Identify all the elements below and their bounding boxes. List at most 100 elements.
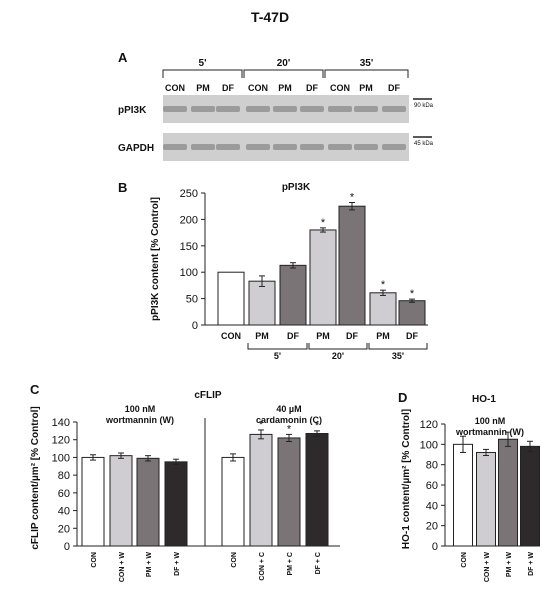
bar <box>221 456 245 547</box>
x-tick-label: DF + W <box>174 552 181 576</box>
time-bracket <box>162 69 243 78</box>
group-label: 35' <box>392 351 404 361</box>
group-bracket <box>247 343 308 350</box>
panel-d-label: D <box>398 390 407 405</box>
treatment-label: wortmannin (W) <box>455 427 524 437</box>
lane-label: DF <box>222 83 234 93</box>
panel-b-label: B <box>118 180 127 195</box>
y-axis-label: cFLIP content/µm² [% Control] <box>30 406 41 549</box>
x-tick-label: PM + W <box>506 552 513 577</box>
y-axis-label: pPI3K content [% Control] <box>150 197 161 321</box>
marker-label: 45 kDa <box>414 141 434 147</box>
bar <box>309 229 337 326</box>
blot-band <box>300 144 324 150</box>
lane-label: PM <box>196 83 210 93</box>
lane-label: PM <box>278 83 292 93</box>
time-group-label: 35' <box>360 58 374 69</box>
marker-label: 90 kDa <box>414 103 434 109</box>
treatment-label: cardamonin (C) <box>256 415 322 425</box>
y-tick-label: 0 <box>432 541 438 553</box>
significance-marker: * <box>410 288 415 300</box>
x-tick-label: CON + W <box>119 552 126 583</box>
lane-label: CON <box>330 83 350 93</box>
y-tick-label: 80 <box>426 460 438 472</box>
time-group-label: 5' <box>199 58 207 69</box>
y-axis-label: HO-1 content/µm² [% Control] <box>401 409 412 549</box>
panel-c-cflip-chart: C 0 20 40 60 80 100 120 140 cFLIP cFLIP content/µ… <box>30 382 340 582</box>
group-label: 20' <box>332 351 344 361</box>
x-tick-label: DF + W <box>528 552 535 576</box>
blot-band <box>300 106 324 112</box>
bar <box>136 457 160 547</box>
treatment-label: wortmannin (W) <box>105 415 174 425</box>
panel-a-label: A <box>118 50 128 65</box>
bar <box>164 461 188 547</box>
x-tick-label: PM <box>255 331 269 341</box>
lane-labels: CON PM DF CON PM DF CON PM DF <box>165 83 400 93</box>
group-bracket <box>368 343 428 350</box>
blot-band <box>382 106 406 112</box>
x-tick-label: CON + W <box>484 552 491 583</box>
x-tick-label: PM + C <box>287 552 294 576</box>
lane-label: PM <box>359 83 373 93</box>
blot-band <box>246 106 270 112</box>
x-tick-label: CON <box>221 331 241 341</box>
bar <box>520 445 540 547</box>
blot-band <box>273 106 297 112</box>
x-tick-label: CON <box>231 552 238 568</box>
y-tick-label: 0 <box>64 541 70 553</box>
y-tick-label: 200 <box>180 214 198 226</box>
chart-title: HO-1 <box>472 394 496 405</box>
bar <box>217 271 245 326</box>
bar <box>109 455 133 547</box>
significance-marker: * <box>315 420 320 432</box>
significance-marker: * <box>259 419 264 431</box>
x-tick-label: PM <box>376 331 390 341</box>
x-tick-label: PM <box>316 331 330 341</box>
x-tick-label: CON <box>91 552 98 568</box>
y-tick-label: 0 <box>192 320 198 332</box>
chart-title: pPI3K <box>282 182 311 193</box>
blot-band <box>216 106 240 112</box>
y-tick-label: 100 <box>52 452 70 464</box>
blot-band <box>216 144 240 150</box>
blot-band <box>382 144 406 150</box>
blot-band <box>354 144 378 150</box>
y-tick-label: 120 <box>420 419 438 431</box>
blot-band <box>163 144 187 150</box>
y-tick-label: 50 <box>186 294 198 306</box>
chart-title: cFLIP <box>194 390 222 401</box>
blot-band <box>354 106 378 112</box>
bar <box>249 433 273 547</box>
lane-label: DF <box>388 83 400 93</box>
x-tick-label: DF + C <box>315 552 322 574</box>
blot-band <box>328 106 352 112</box>
blot-band <box>163 106 187 112</box>
blot-band <box>273 144 297 150</box>
time-group-brackets: 5' 20' 35' <box>162 58 409 78</box>
y-tick-label: 150 <box>180 241 198 253</box>
treatment-label: 40 µM <box>276 404 301 414</box>
blot-strips: pPI3K 90 kDa GAPDH 45 kDa <box>118 95 434 161</box>
blot-band <box>328 144 352 150</box>
x-tick-label: DF <box>287 331 299 341</box>
y-tick-label: 80 <box>58 470 70 482</box>
time-bracket <box>324 69 409 78</box>
significance-marker: * <box>321 217 326 229</box>
bar <box>338 205 366 326</box>
bar <box>305 433 329 547</box>
panel-c-label: C <box>30 382 40 397</box>
x-tick-label: CON <box>461 552 468 568</box>
panel-b-ppi3k-chart: B 0 50 100 150 200 250 pPI3K pPI3K content [% C… <box>118 180 428 361</box>
bar <box>81 456 105 547</box>
blot-band <box>246 144 270 150</box>
panel-a-western-blot: A 5' 20' 35' CON PM DF CON PM DF CON PM DF pPI3K 90… <box>118 50 434 161</box>
time-group-label: 20' <box>277 58 291 69</box>
lane-label: CON <box>165 83 185 93</box>
bar <box>498 438 518 547</box>
figure-title: T-47D <box>251 9 289 25</box>
blot-name: pPI3K <box>118 105 147 116</box>
bar <box>398 300 426 326</box>
y-tick-label: 100 <box>180 267 198 279</box>
